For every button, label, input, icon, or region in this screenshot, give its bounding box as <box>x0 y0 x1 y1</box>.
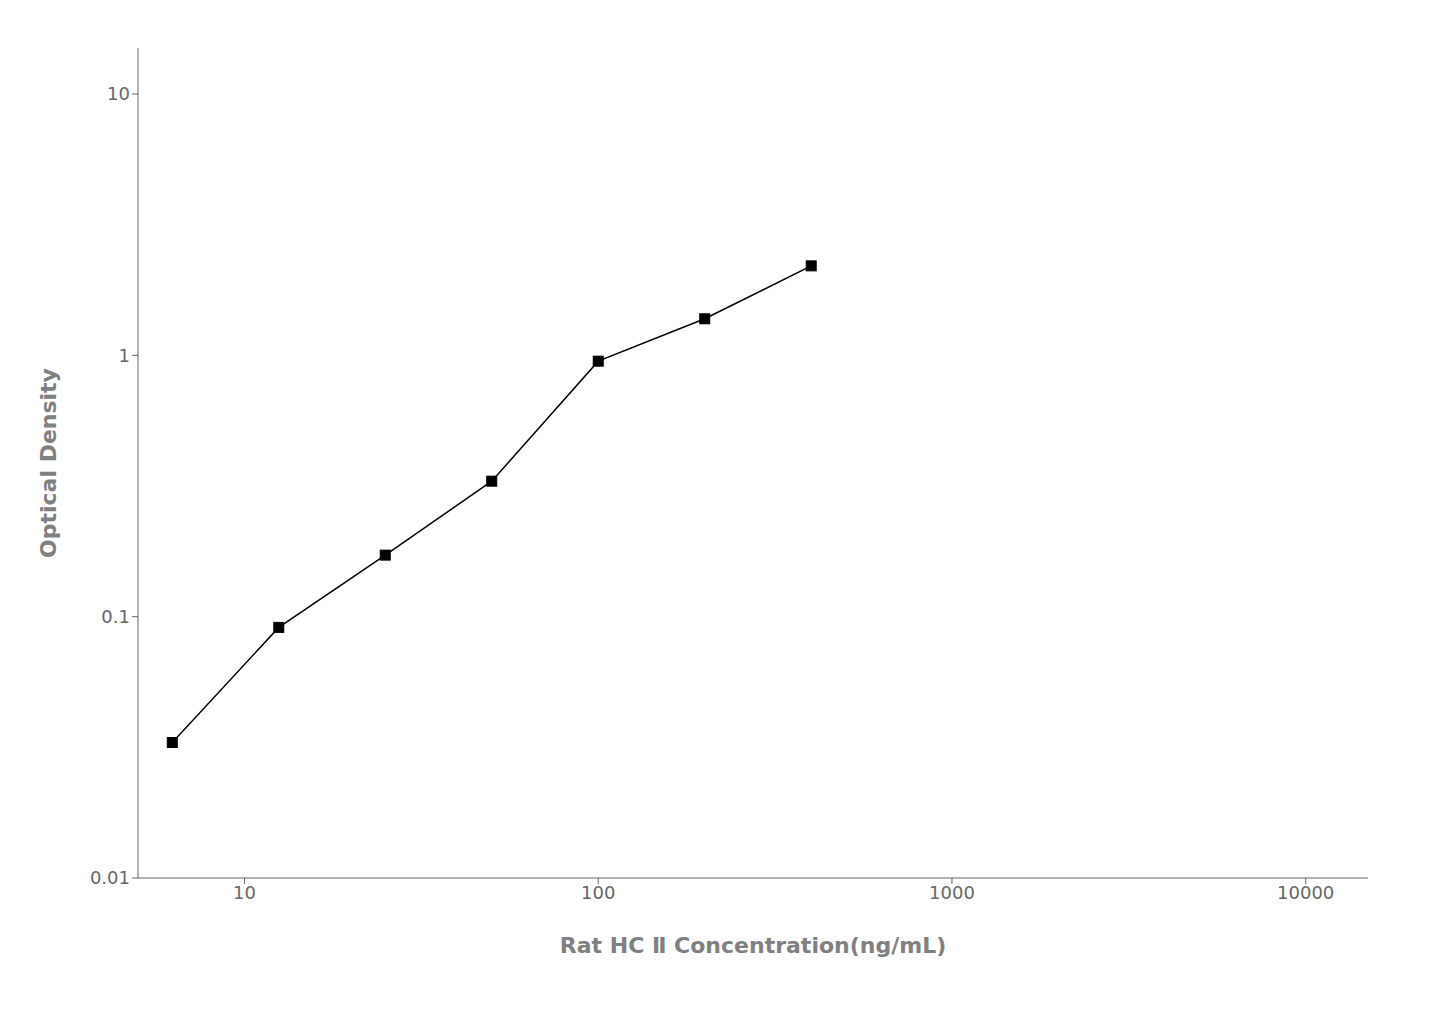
svg-text:1: 1 <box>119 345 130 366</box>
svg-text:Rat HC Ⅱ Concentration(ng/mL): Rat HC Ⅱ Concentration(ng/mL) <box>560 933 946 958</box>
svg-text:Optical Density: Optical Density <box>36 368 61 558</box>
svg-text:10000: 10000 <box>1277 882 1334 903</box>
svg-text:0.1: 0.1 <box>101 606 130 627</box>
svg-text:10: 10 <box>233 882 256 903</box>
svg-text:1000: 1000 <box>929 882 975 903</box>
svg-text:100: 100 <box>581 882 615 903</box>
svg-text:10: 10 <box>107 83 130 104</box>
svg-text:0.01: 0.01 <box>90 867 130 888</box>
